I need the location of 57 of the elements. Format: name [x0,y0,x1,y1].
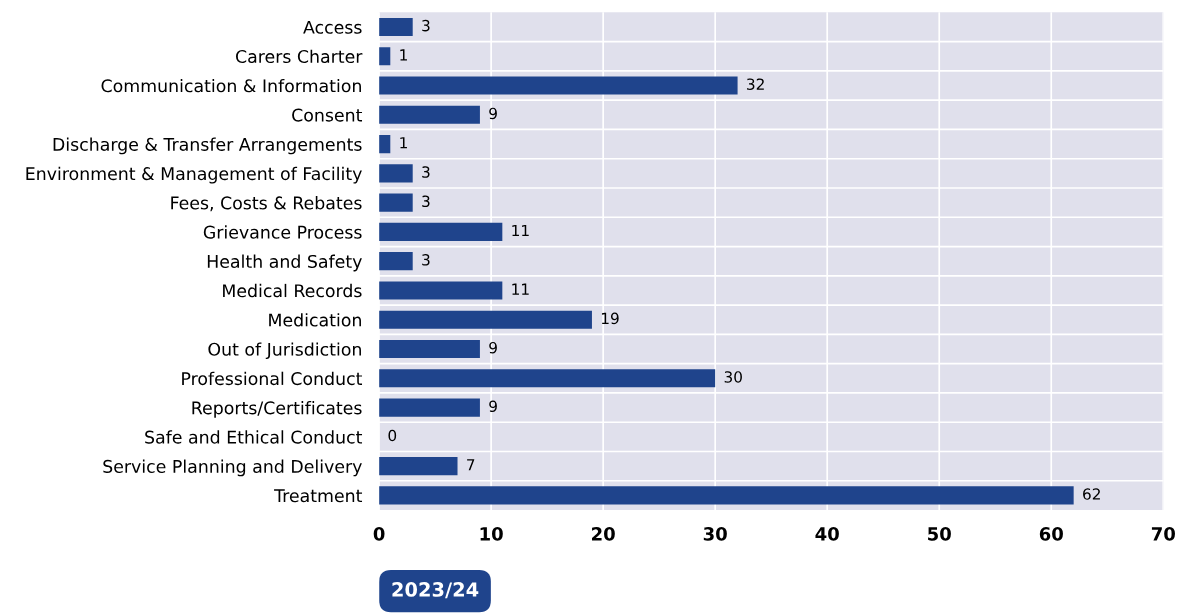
y-tick-label: Professional Conduct [182,371,363,386]
data-label: 9 [489,107,497,120]
y-tick-label: Grievance Process [203,225,362,239]
y-tick-label: Discharge & Transfer Arrangements [53,137,362,155]
y-tick-label: Carers Charter [235,49,363,64]
text: 2023/24 [392,582,479,599]
data-label: 9 [489,341,497,354]
y-tick-label: Access [303,20,362,34]
data-label: 11 [512,283,529,295]
y-tick-label: Health and Safety [207,254,362,272]
bar [379,164,413,183]
y-tick-label: Safe and Ethical Conduct [145,430,363,444]
data-label: 7 [467,459,475,471]
data-label: 62 [1083,488,1100,500]
x-tick-label: 0 [373,527,385,541]
bar [379,105,480,124]
x-tick-label: 20 [592,527,615,541]
bar [379,310,592,329]
bar [379,486,1074,505]
y-tick-label: Medical Records [223,283,362,298]
data-label: 3 [422,254,430,266]
data-label: 3 [422,195,430,208]
bar [379,281,503,300]
y-tick-label: Fees, Costs & Rebates [171,196,362,212]
bar [379,222,503,241]
y-tick-label: Reports/Certificates [192,400,362,418]
data-label: 1 [400,49,407,61]
data-label: 19 [601,312,619,325]
data-label: 9 [489,400,497,413]
x-tick-label: 40 [815,527,839,541]
y-tick-label: Out of Jurisdiction [208,342,361,360]
data-label: 30 [724,371,742,383]
bar [379,457,458,476]
bar [379,339,480,359]
x-tick-label: 30 [703,527,727,541]
bar [379,76,738,95]
y-tick-label: Environment & Management of Facility [26,166,362,184]
data-label: 1 [400,137,407,149]
bar [379,398,480,417]
data-label: 11 [512,224,529,237]
data-label: 32 [747,78,764,90]
bar [379,252,413,271]
y-tick-label: Communication & Information [101,78,361,93]
y-tick-label: Service Planning and Delivery [103,459,362,477]
bar [379,193,413,212]
x-tick-label: 50 [928,527,951,541]
y-tick-label: Medication [269,313,361,327]
y-tick-label: Treatment [274,489,363,503]
data-label: 3 [422,166,430,178]
x-tick-label: 10 [480,527,503,541]
x-tick-label: 70 [1151,527,1175,541]
data-label: 3 [422,19,430,32]
data-label: 0 [388,429,397,442]
x-tick-label: 60 [1039,527,1063,541]
bar [379,17,413,37]
y-tick-label: Consent [292,108,363,122]
bar [379,369,716,388]
